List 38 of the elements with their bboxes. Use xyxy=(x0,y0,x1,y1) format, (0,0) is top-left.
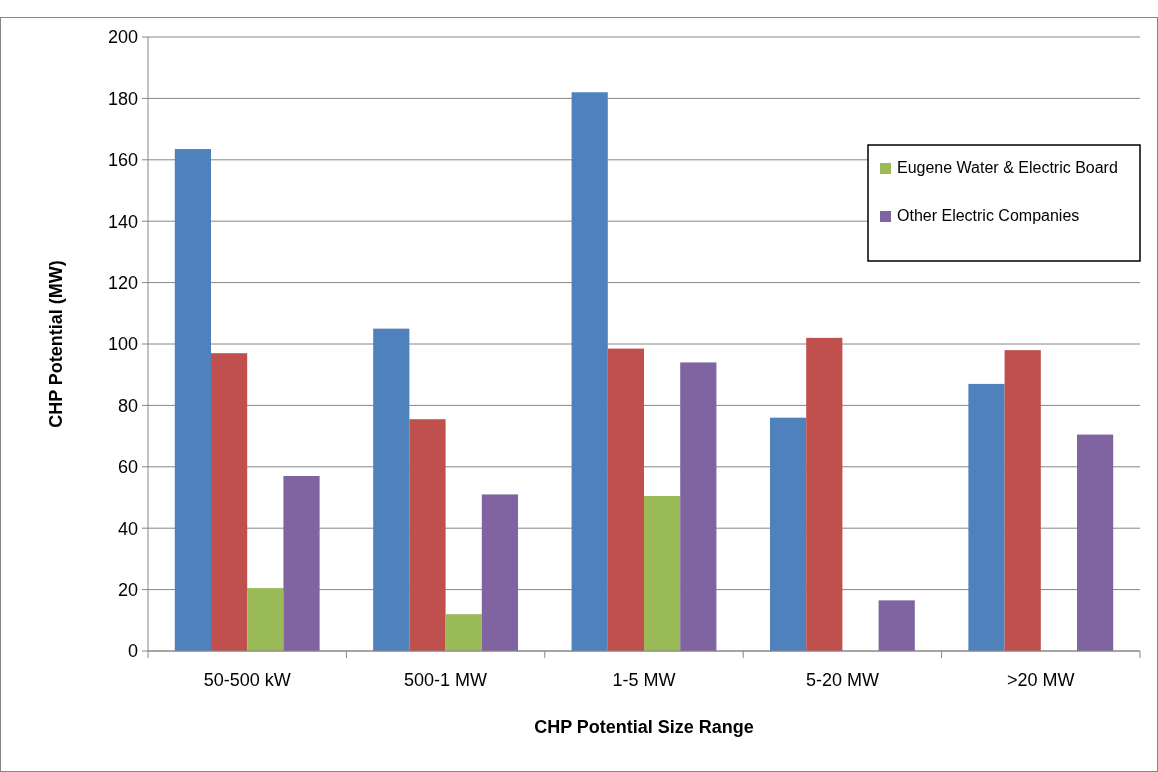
x-axis-title: CHP Potential Size Range xyxy=(534,717,754,737)
bar xyxy=(409,419,446,651)
legend-label: Other Electric Companies xyxy=(897,207,1080,224)
bar xyxy=(283,476,320,651)
y-tick-label: 100 xyxy=(107,334,138,355)
y-tick-label: 120 xyxy=(107,272,138,293)
bar xyxy=(210,353,248,651)
bar xyxy=(174,149,211,651)
bar xyxy=(373,328,410,651)
bar xyxy=(247,588,284,651)
bar xyxy=(644,495,681,651)
x-tick-label: >20 MW xyxy=(1007,670,1075,690)
bar xyxy=(968,383,1005,651)
x-tick-label: 5-20 MW xyxy=(805,670,879,690)
x-tick-label: 500-1 MW xyxy=(404,670,488,690)
y-tick-label: 0 xyxy=(127,641,138,662)
y-tick-label: 80 xyxy=(117,395,138,416)
bar xyxy=(680,362,717,651)
y-axis-title: CHP Potential (MW) xyxy=(46,260,66,428)
bar xyxy=(607,348,644,651)
bar xyxy=(1077,434,1114,651)
y-tick-label: 140 xyxy=(107,211,138,232)
y-tick-label: 160 xyxy=(107,150,138,171)
y-tick-label: 200 xyxy=(107,27,138,48)
x-tick-label: 1-5 MW xyxy=(612,670,676,690)
legend-label: Eugene Water & Electric Board xyxy=(897,159,1118,176)
bar xyxy=(806,337,843,651)
y-tick-label: 20 xyxy=(117,579,138,600)
bar xyxy=(769,417,807,651)
bar xyxy=(878,600,915,651)
x-tick-label: 50-500 kW xyxy=(203,670,291,690)
bar xyxy=(571,92,608,651)
bar xyxy=(1004,350,1041,651)
y-tick-label: 60 xyxy=(117,457,138,478)
bar xyxy=(481,494,519,651)
y-tick-label: 40 xyxy=(117,518,138,539)
y-tick-label: 180 xyxy=(107,88,138,109)
bar xyxy=(445,614,482,651)
